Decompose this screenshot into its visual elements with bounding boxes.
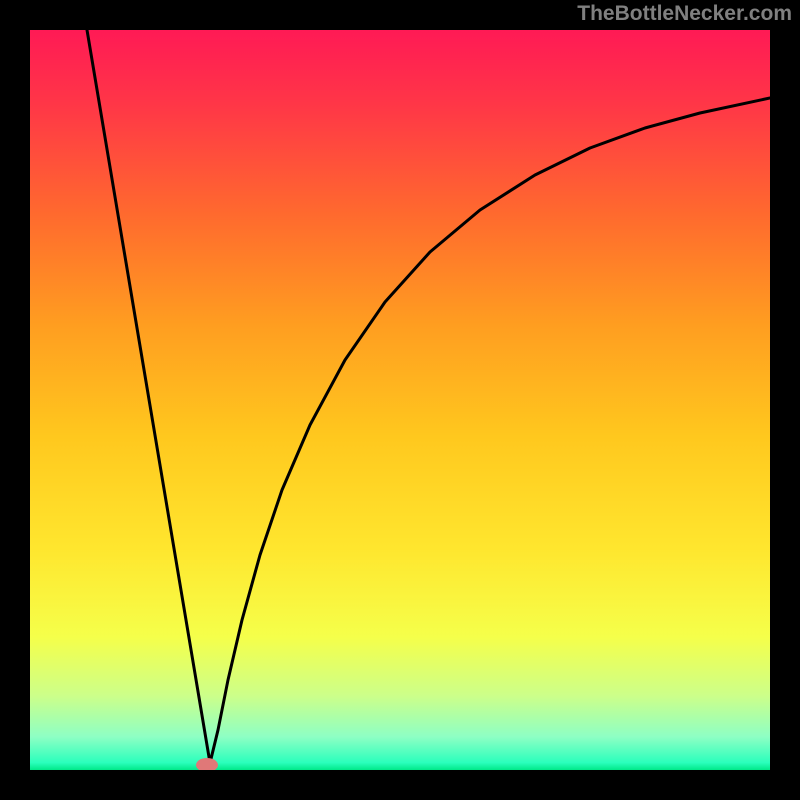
bottleneck-chart: TheBottleNecker.com [0,0,800,800]
gradient-background [30,30,770,770]
chart-svg [0,0,800,800]
optimum-marker [196,758,218,772]
watermark-text: TheBottleNecker.com [577,2,792,26]
